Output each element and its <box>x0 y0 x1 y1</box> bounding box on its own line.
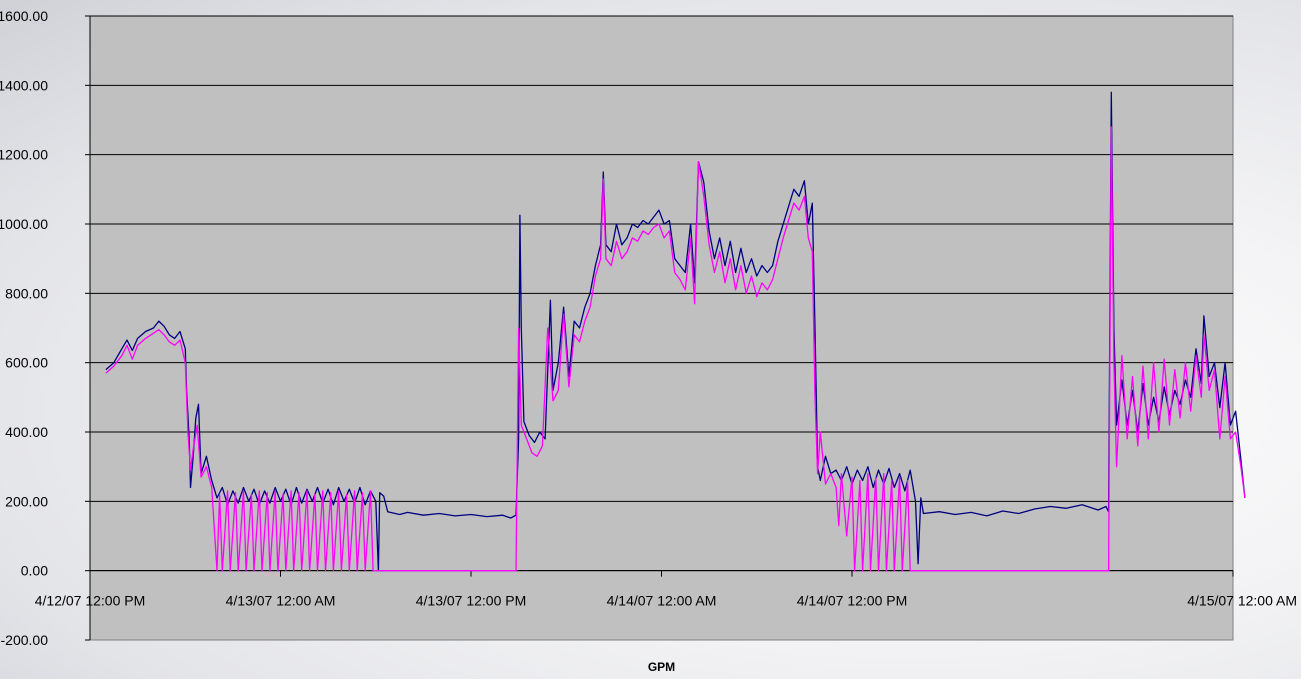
x-tick-label: 4/15/07 12:00 AM <box>1187 593 1297 609</box>
series-line-1 <box>105 91 1246 572</box>
y-tick-label: 1600.00 <box>0 8 48 24</box>
x-axis-title: GPM <box>648 660 675 674</box>
y-tick-label: 1400.00 <box>0 77 48 93</box>
x-tick-label: 4/14/07 12:00 PM <box>797 593 908 609</box>
x-tick-label: 4/13/07 12:00 AM <box>226 593 336 609</box>
y-tick-labels: 1600.00 1400.00 1200.00 1000.00 800.00 600.00… <box>0 8 48 648</box>
series-layer <box>105 91 1246 572</box>
y-tick-label: 600.00 <box>5 355 48 371</box>
y-tick-label: 200.00 <box>5 493 48 509</box>
y-tick-label: -200.00 <box>1 632 49 648</box>
x-tick-labels: 4/12/07 12:00 PM 4/13/07 12:00 AM 4/13/07 … <box>35 593 1297 609</box>
y-tick-label: 1000.00 <box>0 216 48 232</box>
y-tick-label: 0.00 <box>21 563 48 579</box>
series-line-2 <box>105 126 1246 572</box>
y-tick-label: 800.00 <box>5 285 48 301</box>
y-tick-label: 400.00 <box>5 424 48 440</box>
x-tick-label: 4/13/07 12:00 PM <box>416 593 527 609</box>
x-tick-label: 4/12/07 12:00 PM <box>35 593 146 609</box>
y-tick-label: 1200.00 <box>0 147 48 163</box>
x-tick-label: 4/14/07 12:00 AM <box>607 593 717 609</box>
